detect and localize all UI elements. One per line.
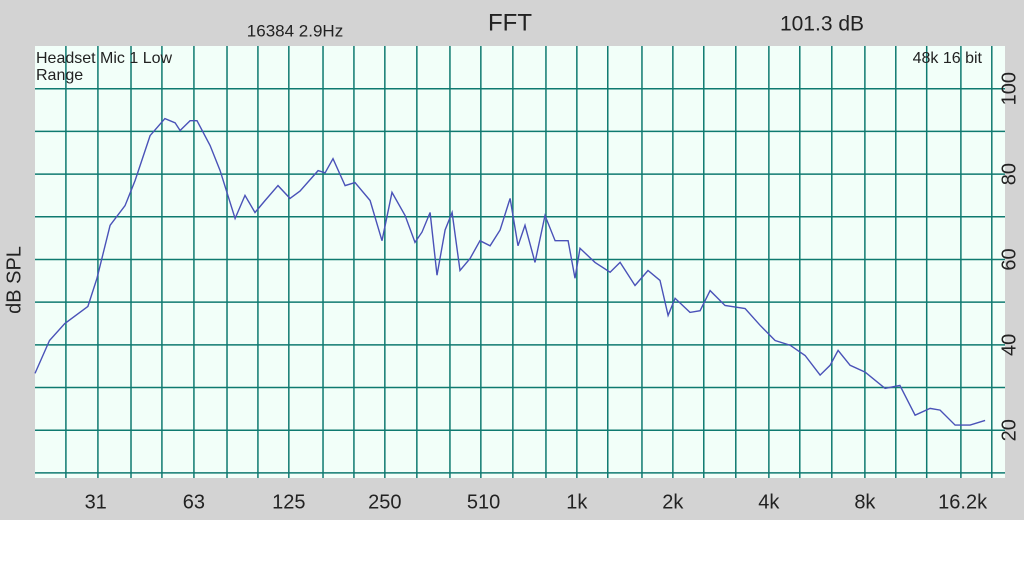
- x-tick-label: 1k: [566, 491, 588, 513]
- x-tick-label: 125: [272, 491, 305, 513]
- level-readout: 101.3 dB: [780, 13, 864, 36]
- x-tick-label: 8k: [854, 491, 876, 513]
- y-axis-label: dB SPL: [3, 246, 25, 314]
- chart-title: FFT: [488, 9, 532, 36]
- x-tick-label: 31: [85, 491, 107, 513]
- y-tick-label: 80: [998, 163, 1020, 185]
- x-tick-label: 250: [368, 491, 401, 513]
- plot-area: [35, 46, 1005, 478]
- x-tick-label: 2k: [662, 491, 684, 513]
- y-tick-label: 40: [998, 334, 1020, 356]
- y-tick-label: 100: [998, 72, 1020, 105]
- fft-info: 16384 2.9Hz: [247, 21, 343, 40]
- y-tick-label: 60: [998, 248, 1020, 270]
- input-label: Headset Mic 1 Low Range: [36, 50, 173, 84]
- y-tick-label: 20: [998, 419, 1020, 441]
- x-tick-label: 63: [183, 491, 205, 513]
- x-tick-label: 510: [467, 491, 500, 513]
- x-tick-label: 4k: [758, 491, 780, 513]
- format-label: 48k 16 bit: [912, 50, 982, 67]
- spectrum-line: [34, 117, 986, 426]
- x-tick-label: 16.2k: [938, 491, 988, 513]
